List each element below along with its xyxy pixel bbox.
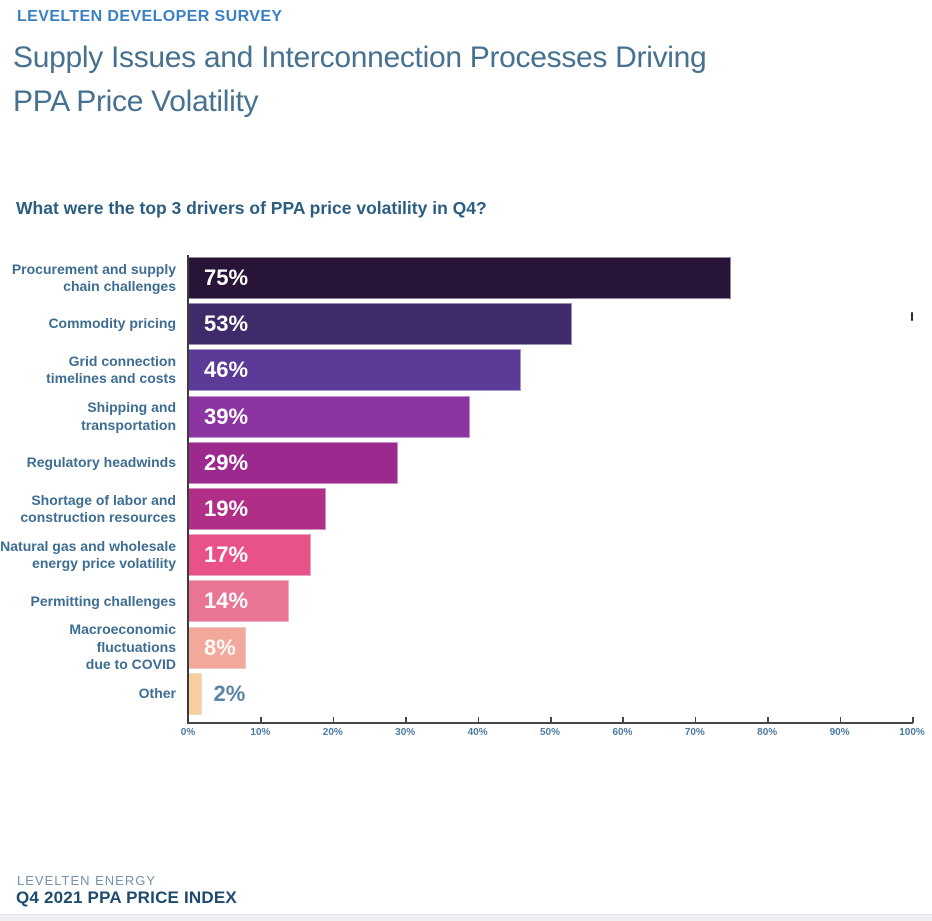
bar-value-label: 8% (204, 634, 236, 660)
bar-value-label: 14% (204, 588, 249, 614)
x-axis-tick (550, 717, 552, 723)
x-axis-tick-label: 80% (757, 727, 778, 738)
stray-mark (911, 312, 913, 321)
x-axis-tick (332, 717, 335, 723)
footer-brand: LEVELTEN ENERGY (17, 873, 157, 888)
x-axis-line (187, 722, 913, 724)
x-axis-tick-label: 60% (612, 727, 633, 738)
bottom-section-edge (0, 914, 932, 921)
x-axis-tick (477, 717, 480, 723)
x-axis-tick (405, 717, 407, 723)
bar-value-label: 75% (204, 265, 249, 290)
bar: 75% (188, 257, 731, 299)
category-label: Shortage of labor and construction resou… (20, 491, 176, 526)
x-axis-tick-label: 20% (322, 727, 343, 738)
bar-value-label: 17% (204, 542, 249, 568)
y-axis-line (187, 255, 189, 723)
x-axis-tick (767, 717, 769, 723)
bar-value-label: 2% (213, 680, 246, 706)
bar: 39% (188, 395, 471, 438)
x-axis-tick-label: 50% (539, 727, 561, 738)
category-label: Commodity pricing (48, 315, 176, 332)
bar-value-label: 39% (204, 403, 249, 429)
bar-value-label: 53% (204, 311, 249, 337)
bar: 2% (188, 672, 245, 715)
bar: 29% (188, 441, 398, 484)
category-label: Macroeconomic fluctuations due to COVID (69, 621, 176, 673)
x-axis-tick (622, 717, 624, 723)
category-label: Grid connection timelines and costs (46, 352, 176, 387)
bar-value-label: 29% (204, 449, 249, 475)
category-label: Natural gas and wholesale energy price v… (0, 537, 176, 572)
category-label: Shipping and transportation (81, 399, 176, 433)
bar: 46% (188, 349, 522, 392)
x-axis-tick-label: 30% (395, 727, 416, 738)
page-title: Supply Issues and Interconnection Proces… (13, 41, 707, 118)
footer-report-title: Q4 2021 PPA PRICE INDEX (16, 888, 237, 907)
category-label: Regulatory headwinds (26, 454, 176, 471)
bar: 14% (188, 580, 290, 623)
x-axis-tick (260, 717, 262, 723)
bars-plot-area: 75% 53% 46% 39% 29% 19% 17% 14% 8% 2% (188, 0, 912, 921)
chart-question: What were the top 3 drivers of PPA price… (16, 198, 487, 218)
category-label: Permitting challenges (30, 592, 176, 609)
bar: 17% (188, 534, 312, 577)
bar: 53% (188, 303, 572, 346)
x-axis-tick-label: 100% (899, 727, 925, 738)
x-axis-tick (839, 717, 842, 723)
bar-value-label: 19% (204, 496, 249, 521)
x-axis-tick (912, 717, 914, 723)
category-label: Procurement and supply chain challenges (11, 260, 176, 295)
category-labels-column: Procurement and supply chain challenges C… (0, 0, 176, 921)
x-axis-tick-label: 90% (829, 727, 850, 738)
category-label: Other (138, 685, 176, 702)
x-axis-tick-label: 10% (250, 727, 271, 738)
bar: 8% (188, 626, 246, 669)
x-axis-tick (694, 717, 697, 723)
bar-value-label: 46% (204, 357, 249, 383)
bar: 19% (188, 488, 326, 530)
x-axis-tick-label: 70% (684, 727, 705, 738)
x-axis-tick-label: 0% (180, 727, 196, 738)
x-axis-tick-label: 40% (467, 727, 488, 738)
eyebrow-label: LEVELTEN DEVELOPER SURVEY (17, 8, 283, 25)
